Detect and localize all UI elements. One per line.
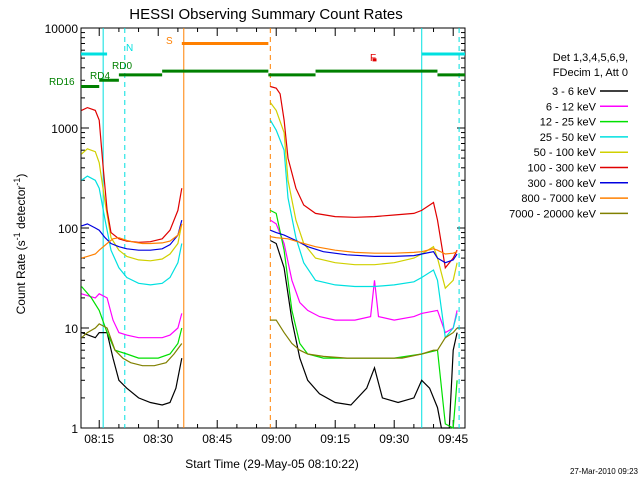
- y-axis-label-sup1: -1: [12, 232, 22, 240]
- annotation-label: RD0: [112, 61, 132, 72]
- series-line-2: [82, 294, 182, 338]
- y-axis-label-group: Count Rate (s-1 detector-1): [12, 174, 28, 315]
- series-line-5: [270, 103, 457, 289]
- y-tick-label: 1000: [51, 122, 78, 136]
- legend-label: 100 - 300 keV: [528, 163, 597, 175]
- y-axis-label-sup2: -1: [12, 178, 22, 186]
- annotation-label: RD4: [90, 71, 110, 82]
- y-axis-label-part3: ): [14, 174, 28, 178]
- legend-label: 800 - 7000 keV: [521, 193, 596, 205]
- legend-label: 50 - 100 keV: [534, 147, 597, 159]
- legend-header-line2: FDecim 1, Att 0: [553, 67, 628, 79]
- legend-label: 12 - 25 keV: [540, 117, 597, 129]
- x-tick-label: 09:30: [379, 432, 409, 446]
- y-tick-label: 1: [71, 422, 78, 436]
- series-line-5: [82, 149, 182, 261]
- series-line-3: [270, 210, 457, 428]
- annotation-label: F: [370, 53, 376, 64]
- x-axis-label: Start Time (29-May-05 08:10:22): [185, 457, 358, 471]
- series-line-2: [270, 220, 457, 333]
- series-line-6: [82, 108, 182, 243]
- y-axis-label-part2: detector: [14, 186, 28, 233]
- legend-label: 7000 - 20000 keV: [509, 208, 597, 220]
- annotation-label: N: [126, 43, 133, 54]
- series-line-7: [82, 220, 182, 250]
- x-tick-label: 08:15: [84, 432, 114, 446]
- y-axis-label-part1: Count Rate (s: [14, 240, 28, 314]
- legend-label: 25 - 50 keV: [540, 132, 597, 144]
- y-tick-label: 100: [58, 222, 78, 236]
- plot-frame: [81, 28, 465, 428]
- x-tick-label: 08:30: [143, 432, 173, 446]
- legend-label: 3 - 6 keV: [552, 86, 597, 98]
- timestamp: 27-Mar-2010 09:23: [570, 467, 639, 476]
- x-tick-label: 08:45: [202, 432, 232, 446]
- x-tick-label: 09:45: [438, 432, 468, 446]
- count-rate-chart: HESSI Observing Summary Count Rates 1101…: [0, 0, 640, 480]
- chart-title: HESSI Observing Summary Count Rates: [129, 6, 402, 23]
- legend: 3 - 6 keV 6 - 12 keV 12 - 25 keV 25 - 50 ke…: [509, 86, 628, 220]
- series-line-9: [82, 324, 182, 366]
- legend-header-line1: Det 1,3,4,5,6,9,: [553, 52, 628, 64]
- y-tick-label: 10: [65, 322, 79, 336]
- annotation-label: RD16: [49, 77, 75, 88]
- y-tick-label: 10000: [45, 22, 79, 36]
- annotation-label: S: [166, 36, 173, 47]
- x-tick-label: 09:15: [320, 432, 350, 446]
- series-line-1: [270, 241, 457, 429]
- x-tick-label: 09:00: [261, 432, 291, 446]
- y-axis-label: Count Rate (s-1 detector-1): [12, 174, 28, 315]
- legend-label: 300 - 800 keV: [528, 178, 597, 190]
- series-line-4: [82, 176, 182, 285]
- plot-area: 1 10 100 1000 10000 08:15 08:30 08:45 09:00 09:15…: [45, 22, 469, 446]
- series-line-6: [270, 87, 457, 268]
- legend-label: 6 - 12 keV: [546, 101, 597, 113]
- series-line-1: [82, 333, 182, 405]
